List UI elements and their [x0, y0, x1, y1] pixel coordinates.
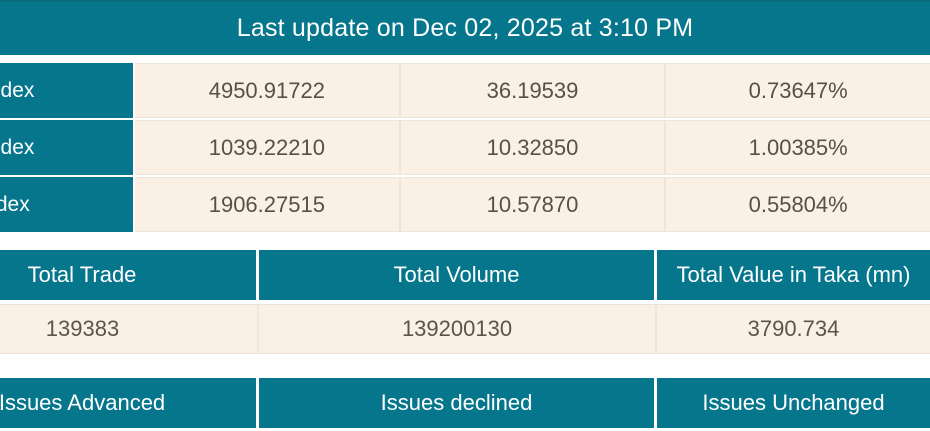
header-issues-advanced: Issues Advanced	[0, 378, 259, 428]
banner-top-edge	[0, 0, 930, 3]
index-value-dsex: 4950.91722	[135, 63, 401, 118]
issues-summary-header-row: Issues Advanced Issues declined Issues U…	[0, 378, 930, 428]
index-change-dsex: 36.19539	[400, 63, 667, 118]
index-table: DSEX Index 4950.91722 36.19539 0.73647% …	[0, 63, 930, 234]
header-total-trade: Total Trade	[0, 250, 259, 300]
index-label-dsex: DSEX Index	[0, 63, 135, 118]
index-label-dses: DSES Index	[0, 120, 135, 175]
index-percent-ds30: 0.55804%	[666, 177, 930, 232]
last-update-banner: Last update on Dec 02, 2025 at 3:10 PM	[0, 2, 930, 55]
index-change-dses: 10.32850	[400, 120, 667, 175]
index-value-dses: 1039.22210	[135, 120, 401, 175]
value-total-trade: 139383	[0, 304, 259, 354]
trade-summary-table: Total Trade Total Volume Total Value in …	[0, 250, 930, 354]
header-total-value: Total Value in Taka (mn)	[657, 250, 930, 300]
table-row[interactable]: DSES Index 1039.22210 10.32850 1.00385%	[0, 120, 930, 175]
header-issues-declined: Issues declined	[259, 378, 657, 428]
index-label-ds30: DS30 Index	[0, 177, 135, 232]
trade-summary-header-row: Total Trade Total Volume Total Value in …	[0, 250, 930, 300]
index-percent-dses: 1.00385%	[666, 120, 930, 175]
index-percent-dsex: 0.73647%	[666, 63, 930, 118]
index-change-ds30: 10.57870	[400, 177, 667, 232]
table-row[interactable]: DSEX Index 4950.91722 36.19539 0.73647%	[0, 63, 930, 118]
value-total-value: 3790.734	[657, 304, 930, 354]
issues-summary-table: Issues Advanced Issues declined Issues U…	[0, 378, 930, 428]
table-row[interactable]: DS30 Index 1906.27515 10.57870 0.55804%	[0, 177, 930, 232]
header-total-volume: Total Volume	[259, 250, 657, 300]
value-total-volume: 139200130	[259, 304, 657, 354]
index-value-ds30: 1906.27515	[135, 177, 401, 232]
trade-summary-value-row: 139383 139200130 3790.734	[0, 304, 930, 354]
header-issues-unchanged: Issues Unchanged	[657, 378, 930, 428]
